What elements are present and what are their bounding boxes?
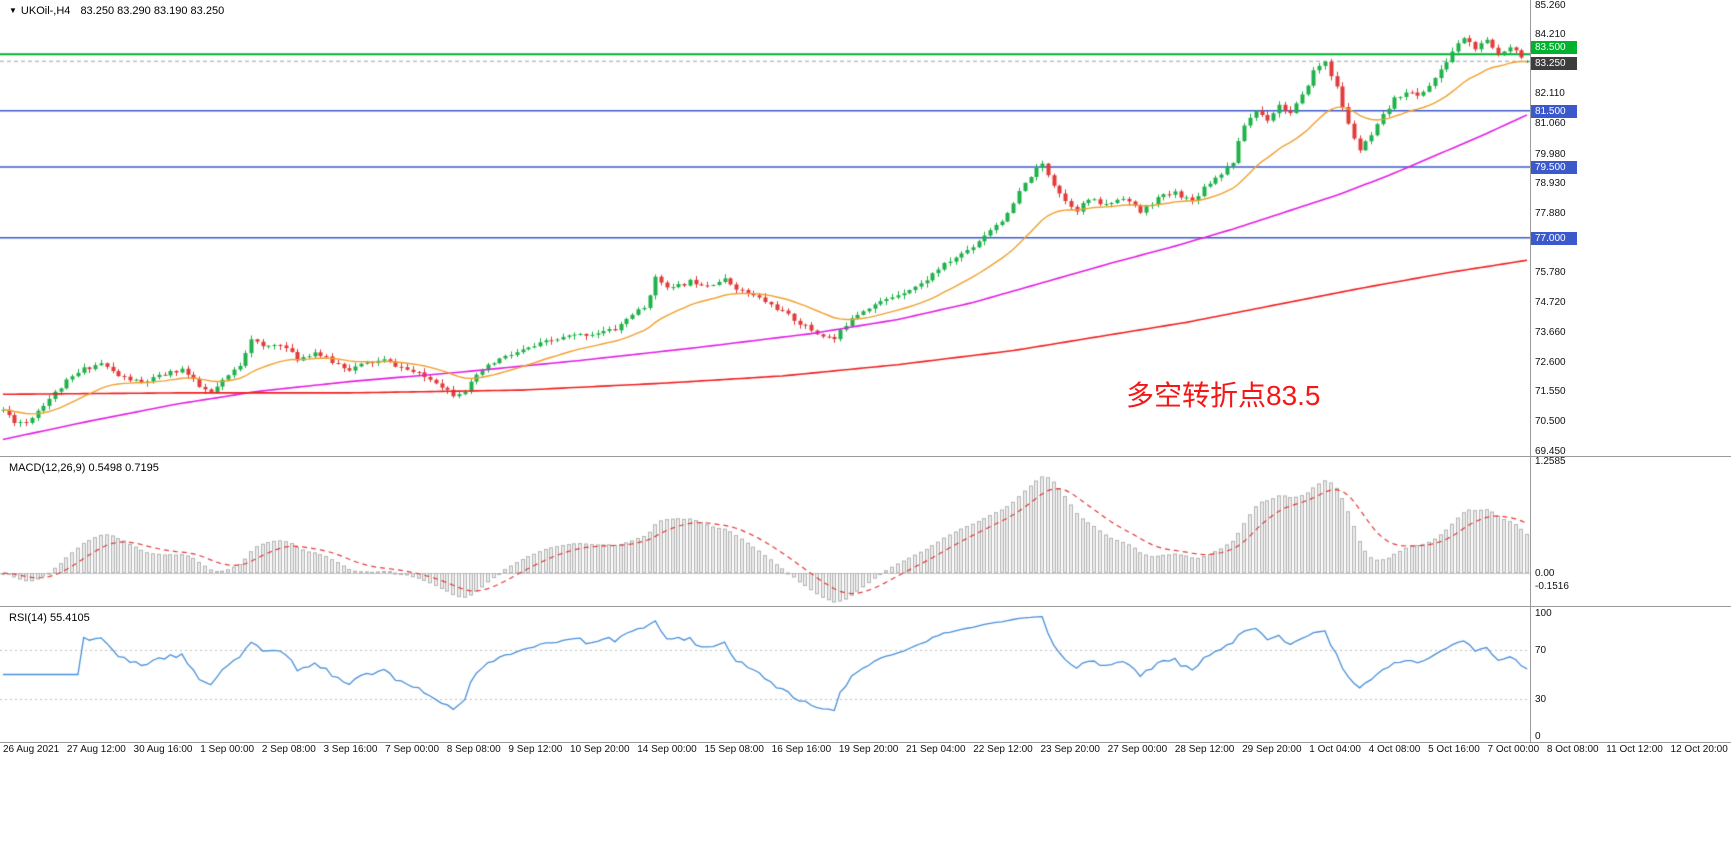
- time-label: 8 Oct 08:00: [1546, 744, 1599, 755]
- time-label: 7 Oct 00:00: [1487, 744, 1540, 755]
- time-label: 9 Sep 12:00: [508, 744, 563, 755]
- chart-text-annotation: 多空转折点83.5: [1126, 380, 1321, 411]
- symbol-timeframe-label: UKOil-,H4: [20, 5, 71, 17]
- macd-header: MACD(12,26,9) 0.5498 0.7195: [9, 462, 159, 474]
- time-label: 8 Sep 08:00: [446, 744, 501, 755]
- time-label: 23 Sep 20:00: [1040, 744, 1100, 755]
- expander-triangle-icon[interactable]: ▼: [9, 6, 17, 15]
- time-label: 22 Sep 12:00: [973, 744, 1033, 755]
- time-label: 2 Sep 08:00: [261, 744, 316, 755]
- time-label: 19 Sep 20:00: [838, 744, 899, 755]
- time-label: 1 Sep 00:00: [200, 744, 255, 755]
- time-label: 28 Sep 12:00: [1174, 744, 1235, 755]
- time-label: 27 Aug 12:00: [66, 744, 126, 755]
- macd-canvas[interactable]: [0, 457, 1530, 606]
- price-line-label: 79.500: [1531, 161, 1577, 175]
- time-label: 26 Aug 2021: [3, 744, 60, 755]
- chart-symbol-header: ▼ UKOil-,H4 83.250 83.290 83.190 83.250: [9, 5, 224, 17]
- rsi-header: RSI(14) 55.4105: [9, 612, 90, 624]
- macd-tick-label: 1.2585: [1535, 456, 1566, 468]
- macd-axis[interactable]: 1.2585 0.00 -0.1516: [1530, 456, 1731, 606]
- price-tick-label: 73.660: [1535, 326, 1566, 338]
- rsi-tick-label: 30: [1535, 694, 1547, 706]
- price-tick-label: 71.550: [1535, 386, 1566, 398]
- macd-indicator-panel: MACD(12,26,9) 0.5498 0.7195 1.2585 0.00 -0…: [0, 456, 1731, 607]
- time-label: 4 Oct 08:00: [1368, 744, 1421, 755]
- rsi-tick-label: 100: [1535, 608, 1552, 619]
- price-tick-label: 69.450: [1535, 445, 1566, 457]
- time-label: 10 Sep 20:00: [570, 744, 630, 755]
- main-chart-panel: ▼ UKOil-,H4 83.250 83.290 83.190 83.250 多空…: [0, 0, 1731, 457]
- rsi-tick-label: 70: [1535, 644, 1547, 656]
- time-label: 14 Sep 00:00: [637, 744, 697, 755]
- price-tick-label: 72.600: [1535, 356, 1566, 368]
- price-tick-label: 81.060: [1535, 118, 1566, 130]
- time-label: 5 Oct 16:00: [1428, 744, 1480, 755]
- time-label: 30 Aug 16:00: [133, 744, 193, 755]
- rsi-axis[interactable]: 100 70 30 0: [1530, 607, 1731, 742]
- time-axis[interactable]: 26 Aug 2021 27 Aug 12:00 30 Aug 16:00 1 Sep…: [0, 743, 1731, 759]
- bottom-whitespace: [0, 760, 1731, 841]
- price-tick-label: 78.930: [1535, 178, 1566, 190]
- macd-tick-label: 0.00: [1535, 568, 1555, 580]
- main-chart-canvas[interactable]: [0, 0, 1530, 455]
- time-label: 29 Sep 20:00: [1242, 744, 1302, 755]
- price-tick-label: 84.210: [1535, 29, 1566, 41]
- price-line-label: 81.500: [1531, 104, 1577, 118]
- time-label: 21 Sep 04:00: [906, 744, 966, 755]
- price-tick-label: 82.110: [1535, 88, 1565, 100]
- price-tick-label: 79.980: [1535, 148, 1566, 160]
- rsi-canvas[interactable]: [0, 607, 1530, 742]
- price-tick-label: 85.260: [1535, 0, 1566, 11]
- time-label: 7 Sep 00:00: [385, 744, 440, 755]
- time-label: 16 Sep 16:00: [771, 744, 832, 755]
- price-line-label: 83.250: [1531, 57, 1577, 71]
- time-label: 11 Oct 12:00: [1606, 744, 1663, 755]
- price-axis[interactable]: 85.260 84.210 82.110 81.060 79.980 78.930 77.8…: [1530, 0, 1731, 457]
- rsi-tick-label: 0: [1535, 731, 1541, 742]
- price-tick-label: 74.720: [1535, 297, 1566, 309]
- time-label: 12 Oct 20:00: [1670, 744, 1728, 755]
- price-line-label: 77.000: [1531, 231, 1577, 245]
- time-label: 1 Oct 04:00: [1309, 744, 1361, 755]
- price-tick-label: 70.500: [1535, 416, 1566, 428]
- ohlc-values-label: 83.250 83.290 83.190 83.250: [80, 5, 225, 17]
- time-label: 27 Sep 00:00: [1107, 744, 1168, 755]
- rsi-indicator-panel: RSI(14) 55.4105 100 70 30 0: [0, 607, 1731, 743]
- price-tick-label: 77.880: [1535, 207, 1566, 219]
- time-label: 3 Sep 16:00: [323, 744, 378, 755]
- price-line-label: 83.500: [1531, 41, 1577, 55]
- price-tick-label: 75.780: [1535, 267, 1566, 279]
- time-label: 15 Sep 08:00: [704, 744, 764, 755]
- macd-tick-label: -0.1516: [1535, 581, 1569, 593]
